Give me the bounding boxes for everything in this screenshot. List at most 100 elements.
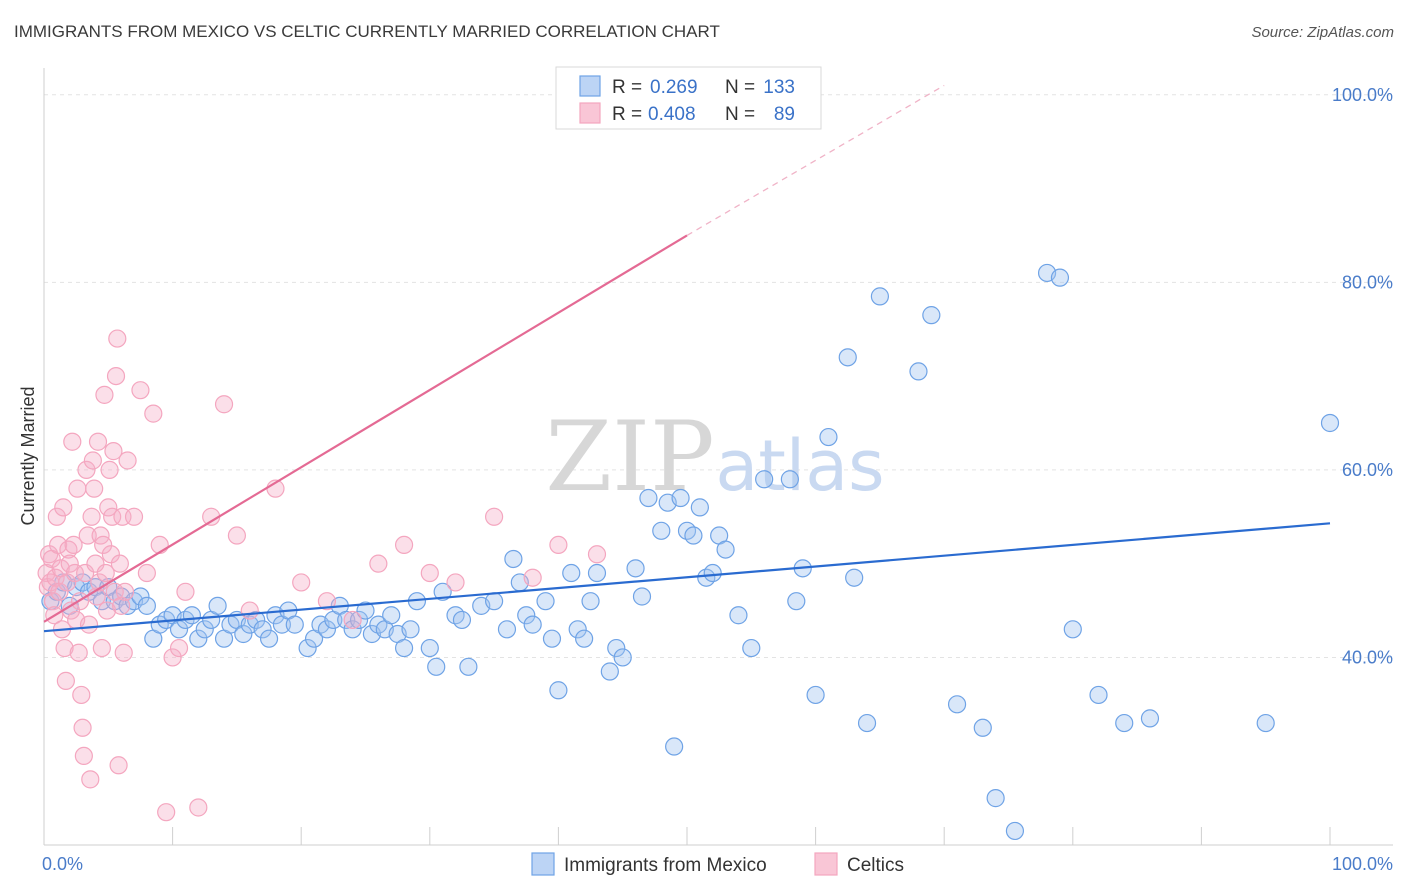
- celtics-point-79: [317, 592, 337, 611]
- celtics-point-25: [69, 643, 88, 662]
- legend-swatch-mexico: [579, 75, 601, 97]
- celtics-point-36: [83, 451, 102, 470]
- celtics-point-81: [369, 554, 388, 573]
- mexico-point-81: [626, 559, 645, 578]
- celtics-point-40: [88, 432, 108, 451]
- celtics-point-9: [49, 535, 68, 555]
- celtics-point-88: [587, 545, 607, 564]
- mexico-point-33: [253, 620, 272, 639]
- celtics-point-69: [163, 648, 182, 667]
- mexico-point-69: [523, 615, 542, 634]
- mexico-point-22: [182, 606, 201, 625]
- celtics-point-57: [110, 554, 129, 573]
- series-0-points: [41, 263, 1340, 841]
- y-tick-labels: 40.0% 60.0% 80.0% 100.0%: [1332, 85, 1393, 668]
- legend-n-label-2: N =: [725, 104, 755, 125]
- mexico-point-111: [986, 789, 1005, 808]
- mexico-point-103: [838, 348, 857, 367]
- mexico-point-95: [729, 606, 748, 625]
- celtics-point-27: [72, 685, 91, 705]
- celtics-point-56: [109, 756, 128, 775]
- mexico-point-64: [485, 592, 504, 611]
- y-tick-label-1: 60.0%: [1342, 460, 1393, 480]
- celtics-point-78: [292, 573, 311, 592]
- celtics-point-7: [46, 568, 65, 587]
- celtics-point-85: [485, 507, 504, 526]
- celtics-point-47: [97, 601, 117, 620]
- x-tick-label-min: 0.0%: [42, 854, 83, 874]
- celtics-point-8: [47, 507, 66, 526]
- celtics-point-74: [214, 395, 234, 414]
- celtics-point-82: [394, 535, 414, 555]
- celtics-point-64: [131, 381, 150, 400]
- mexico-point-54: [394, 638, 414, 658]
- celtics-point-34: [81, 770, 100, 789]
- mexico-point-92: [703, 563, 722, 583]
- mexico-point-65: [497, 620, 517, 639]
- mexico-point-77: [587, 563, 607, 583]
- legend-r-label-2: R =: [612, 104, 642, 125]
- mexico-point-107: [909, 362, 928, 381]
- mexico-point-74: [568, 620, 587, 639]
- mexico-point-112: [1005, 821, 1025, 841]
- celtics-point-14: [55, 638, 74, 658]
- source-note: Source: ZipAtlas.com: [1251, 24, 1394, 41]
- legend-swatch-celtics: [579, 102, 601, 124]
- mexico-point-23: [189, 629, 208, 648]
- celtics-point-45: [95, 385, 114, 404]
- mexico-point-39: [298, 638, 317, 658]
- celtics-point-44: [94, 535, 113, 555]
- mexico-point-59: [433, 582, 452, 601]
- watermark: ZIP atlas: [545, 401, 884, 513]
- celtics-point-16: [58, 573, 77, 592]
- mexico-point-117: [1115, 713, 1134, 733]
- mexico-point-30: [234, 624, 253, 644]
- mexico-point-87: [671, 488, 690, 508]
- celtics-point-61: [115, 582, 135, 601]
- mexico-point-58: [427, 657, 446, 676]
- mexico-point-62: [459, 657, 478, 676]
- y-axis-label: Currently Married: [18, 386, 38, 525]
- legend-marker-mexico: [531, 852, 555, 876]
- mexico-point-120: [1320, 413, 1340, 433]
- celtics-point-33: [79, 615, 99, 634]
- celtics-point-31: [77, 460, 96, 479]
- mexico-point-109: [947, 695, 967, 714]
- mexico-point-99: [787, 592, 806, 611]
- celtics-point-63: [124, 507, 144, 526]
- mexico-point-42: [317, 620, 337, 639]
- celtics-point-75: [227, 526, 246, 545]
- celtics-point-84: [446, 573, 465, 592]
- mexico-point-98: [780, 470, 799, 489]
- trend-lines: [43, 84, 1331, 633]
- celtics-point-15: [56, 671, 75, 690]
- celtics-point-65: [137, 563, 156, 583]
- celtics-point-58: [112, 596, 131, 615]
- mexico-point-79: [607, 638, 626, 658]
- celtics-point-48: [99, 498, 118, 517]
- mexico-point-73: [562, 563, 581, 583]
- celtics-point-60: [114, 643, 133, 662]
- celtics-point-13: [54, 498, 73, 517]
- mexico-point-71: [542, 629, 562, 648]
- mexico-point-114: [1050, 268, 1070, 287]
- mexico-point-97: [755, 470, 774, 489]
- legend-r-value-2: 0.408: [648, 104, 696, 125]
- celtics-point-28: [73, 718, 92, 737]
- scatter-points: [37, 263, 1340, 841]
- mexico-point-94: [716, 540, 735, 559]
- celtics-point-35: [82, 507, 101, 526]
- celtics-point-10: [50, 582, 69, 601]
- mexico-point-106: [870, 287, 890, 306]
- celtics-point-71: [176, 582, 195, 601]
- mexico-point-101: [806, 685, 825, 705]
- y-tick-label-2: 80.0%: [1342, 272, 1393, 292]
- mexico-point-82: [632, 587, 652, 606]
- trend-line-0: [43, 522, 1331, 633]
- celtics-point-0: [37, 563, 56, 583]
- chart-title: IMMIGRANTS FROM MEXICO VS CELTIC CURRENT…: [14, 22, 720, 41]
- mexico-point-84: [652, 521, 671, 540]
- mexico-point-76: [581, 592, 600, 611]
- mexico-point-68: [517, 606, 536, 625]
